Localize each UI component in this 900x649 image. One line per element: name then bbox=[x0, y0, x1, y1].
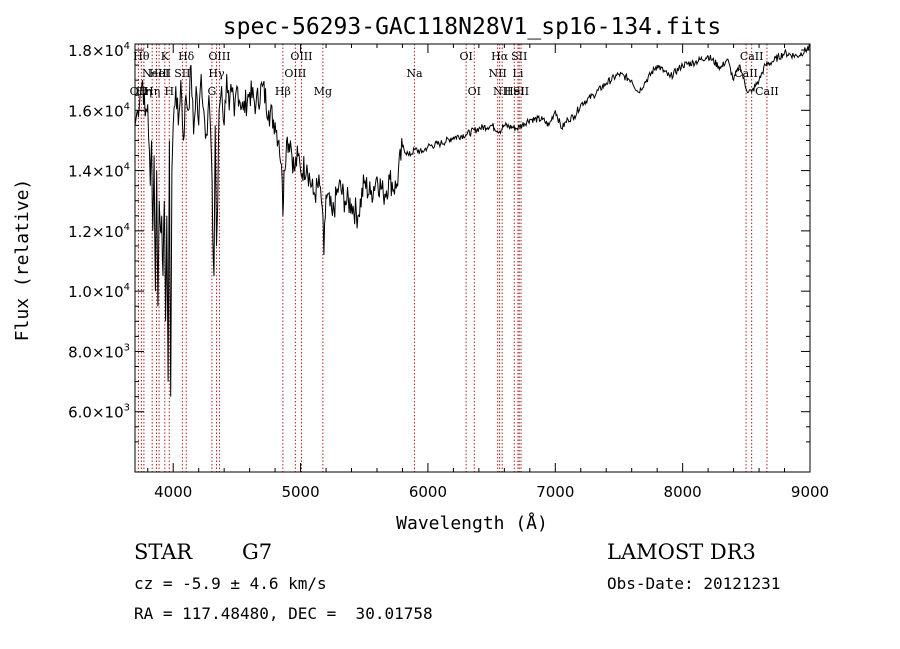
spectral-line-label: OIII bbox=[208, 50, 230, 63]
y-axis-ticks: 6.0×1038.0×1031.0×1041.2×1041.4×1041.6×1… bbox=[68, 41, 810, 443]
y-tick-mantissa: 8.0 bbox=[68, 343, 92, 361]
spectral-line-label: SII bbox=[174, 67, 190, 80]
y-tick-exponent: 4 bbox=[124, 101, 130, 112]
y-tick-mantissa: 6.0 bbox=[68, 404, 92, 422]
spectral-line-label: NII bbox=[489, 67, 507, 80]
spectral-line-label: NeIII bbox=[142, 67, 171, 80]
spectral-line-label: OI bbox=[468, 85, 481, 98]
y-tick-label: 1.6×104 bbox=[68, 101, 130, 120]
y-tick-mantissa: 1.2 bbox=[68, 223, 92, 241]
x-tick-label: 7000 bbox=[536, 483, 574, 501]
spectral-line-label: Hθ bbox=[133, 50, 150, 63]
y-tick-label: 1.0×104 bbox=[68, 282, 130, 301]
spectral-line-label: G bbox=[208, 85, 217, 98]
spectral-line-label: CaII bbox=[740, 50, 764, 63]
x-axis-title: Wavelength (Å) bbox=[396, 512, 548, 534]
spectral-line-label: Na bbox=[406, 67, 423, 80]
y-tick-label: 8.0×103 bbox=[68, 342, 130, 361]
y-tick-mantissa: 1.0 bbox=[68, 283, 92, 301]
spectral-line-label: SII bbox=[511, 50, 527, 63]
spectral-line-label: HeI bbox=[149, 67, 169, 80]
y-tick-exponent: 3 bbox=[124, 403, 130, 414]
coordinates-label: RA = 117.48480, DEC = 30.01758 bbox=[134, 604, 433, 623]
y-tick-mantissa: 1.8 bbox=[68, 42, 92, 60]
y-tick-label: 6.0×103 bbox=[68, 403, 130, 422]
spectral-line-label: Li bbox=[513, 67, 524, 80]
x-axis-ticks: 4000 5000 6000 7000 8000 9000 bbox=[147, 44, 829, 501]
x-tick-label: 8000 bbox=[664, 483, 702, 501]
y-tick-exponent: 4 bbox=[124, 162, 130, 173]
y-tick-label: 1.8×104 bbox=[68, 41, 130, 60]
spectral-line-label: CaII bbox=[755, 85, 779, 98]
y-tick-label: 1.4×104 bbox=[68, 162, 130, 181]
y-tick-mantissa: 1.6 bbox=[68, 102, 92, 120]
spectral-line-label: OI bbox=[459, 50, 472, 63]
y-tick-times: ×10 bbox=[92, 163, 124, 181]
object-class: STAR bbox=[134, 540, 193, 564]
x-tick-label: 5000 bbox=[281, 483, 319, 501]
spectral-line-label: HeI bbox=[504, 85, 524, 98]
y-tick-times: ×10 bbox=[92, 404, 124, 422]
spectral-line-label: Hβ bbox=[275, 85, 291, 98]
y-tick-times: ×10 bbox=[92, 343, 124, 361]
y-tick-exponent: 4 bbox=[124, 282, 130, 293]
survey-label: LAMOST DR3 bbox=[607, 540, 756, 564]
chart-title: spec-56293-GAC118N28V1_sp16-134.fits bbox=[223, 14, 722, 40]
spectrum-series-line bbox=[134, 43, 811, 397]
plot-frame bbox=[134, 43, 811, 473]
y-tick-exponent: 4 bbox=[124, 41, 130, 52]
spectral-line-markers bbox=[137, 44, 768, 472]
spectral-line-label: H bbox=[164, 85, 174, 98]
spectral-line-label: Mg bbox=[314, 85, 332, 98]
x-tick-label: 4000 bbox=[154, 483, 192, 501]
spectral-line-label: K bbox=[161, 50, 170, 63]
y-axis-title: Flux (relative) bbox=[12, 179, 33, 342]
spectral-line-label: Hγ bbox=[208, 67, 225, 80]
y-tick-times: ×10 bbox=[92, 42, 124, 60]
observation-date: Obs-Date: 20121231 bbox=[607, 574, 781, 593]
y-tick-times: ×10 bbox=[92, 102, 124, 120]
object-subclass: G7 bbox=[242, 540, 273, 564]
redshift-label: cz = -5.9 ± 4.6 km/s bbox=[134, 574, 327, 593]
y-tick-exponent: 3 bbox=[124, 342, 130, 353]
spectral-line-label: Hδ bbox=[178, 50, 195, 63]
spectral-line-label: SII bbox=[513, 85, 529, 98]
spectral-line-label: Hη bbox=[144, 85, 160, 98]
x-tick-label: 9000 bbox=[791, 483, 829, 501]
spectral-line-label: OIII bbox=[284, 67, 306, 80]
spectral-line-label: OIII bbox=[290, 50, 312, 63]
y-tick-times: ×10 bbox=[92, 223, 124, 241]
y-tick-label: 1.2×104 bbox=[68, 222, 130, 241]
spectral-line-label: NII bbox=[493, 85, 511, 98]
spectral-line-label: Hα bbox=[491, 50, 509, 63]
x-tick-label: 6000 bbox=[409, 483, 447, 501]
y-tick-mantissa: 1.4 bbox=[68, 163, 92, 181]
y-tick-exponent: 4 bbox=[124, 222, 130, 233]
y-tick-times: ×10 bbox=[92, 283, 124, 301]
